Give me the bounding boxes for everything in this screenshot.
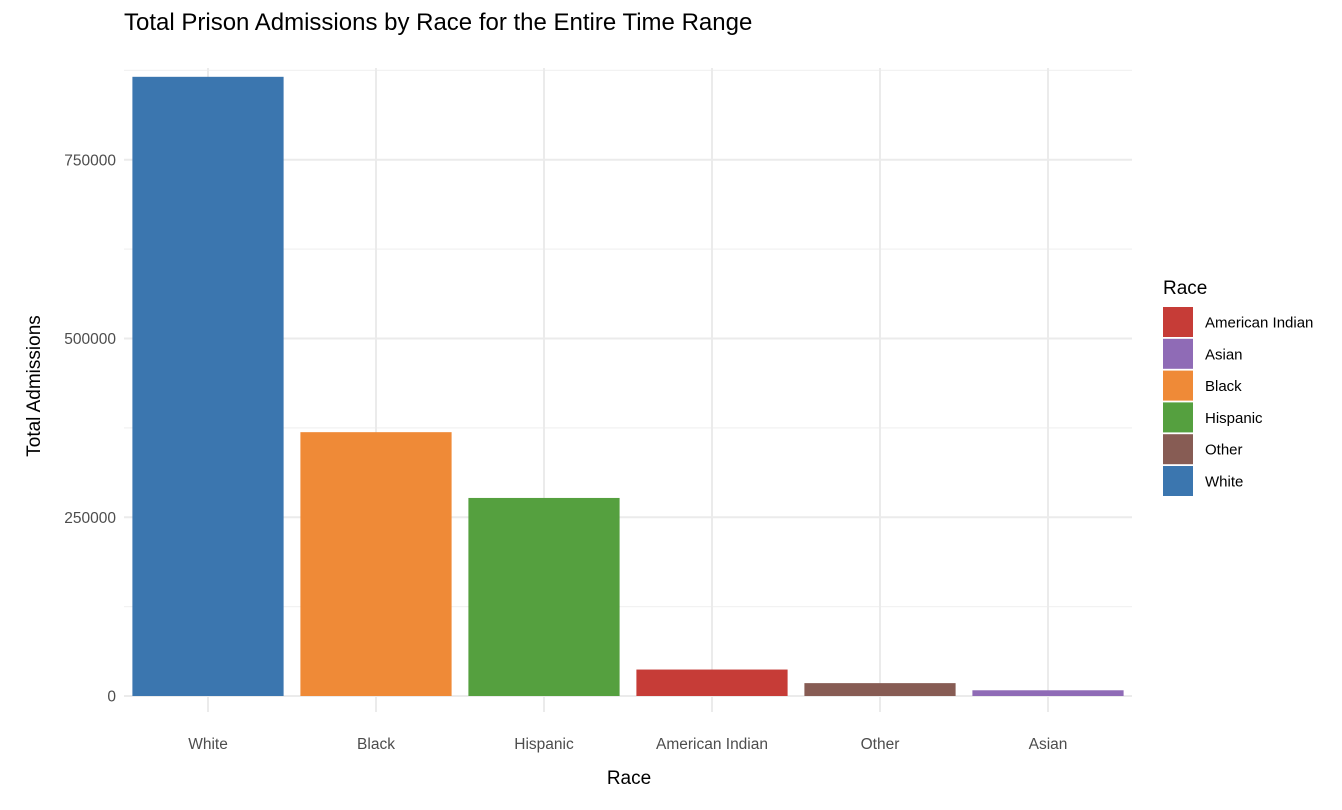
legend-swatch	[1163, 466, 1193, 496]
legend-label: White	[1205, 474, 1243, 491]
legend-label: American Indian	[1205, 315, 1313, 332]
x-tick-label: Black	[357, 736, 395, 753]
legend-swatch	[1163, 434, 1193, 465]
legend-items: American Indian Asian Black Hispanic Other Wh…	[1163, 307, 1313, 496]
bar-hispanic	[468, 497, 620, 696]
legend: Race American Indian Asian Black Hispanic Ot…	[1163, 278, 1313, 496]
y-axis-tick-labels: 0 250000 500000 750000	[64, 152, 116, 705]
chart-title: Total Prison Admissions by Race for the …	[124, 9, 752, 36]
x-tick-label: Other	[861, 736, 900, 753]
legend-swatch	[1163, 307, 1193, 337]
bar-american-indian	[636, 669, 788, 696]
y-tick-label: 250000	[64, 510, 116, 527]
legend-swatch	[1163, 338, 1193, 369]
y-tick-label: 750000	[64, 152, 116, 169]
y-tick-label: 500000	[64, 331, 116, 348]
legend-label: Black	[1205, 378, 1242, 395]
legend-swatch	[1163, 402, 1193, 433]
x-tick-label: American Indian	[656, 736, 768, 753]
legend-title: Race	[1163, 278, 1207, 299]
legend-label: Hispanic	[1205, 410, 1263, 427]
bar-black	[300, 432, 452, 696]
x-axis-title: Race	[607, 768, 651, 789]
legend-label: Other	[1205, 442, 1243, 459]
x-tick-label: Asian	[1029, 736, 1068, 753]
bar-other	[804, 683, 956, 696]
x-tick-label: Hispanic	[514, 736, 574, 753]
bar-white	[132, 76, 284, 696]
bars	[132, 76, 1124, 696]
grid-lines	[124, 68, 1132, 712]
legend-swatch	[1163, 370, 1193, 401]
y-tick-label: 0	[107, 689, 116, 706]
x-tick-label: White	[188, 736, 228, 753]
y-axis-title: Total Admissions	[24, 315, 45, 457]
bar-asian	[972, 690, 1124, 696]
x-axis-tick-labels: White Black Hispanic American Indian Other As…	[188, 736, 1067, 753]
legend-label: Asian	[1205, 346, 1243, 363]
